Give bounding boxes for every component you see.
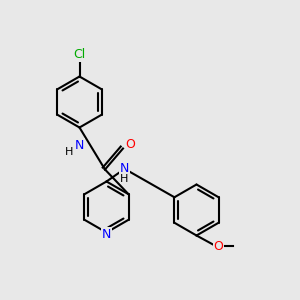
Text: O: O (214, 239, 223, 253)
Text: N: N (102, 227, 111, 241)
Text: O: O (126, 137, 135, 151)
Text: H: H (120, 173, 129, 184)
Text: N: N (75, 139, 84, 152)
Text: N: N (120, 161, 129, 175)
Text: H: H (65, 147, 73, 157)
Text: Cl: Cl (74, 48, 86, 62)
